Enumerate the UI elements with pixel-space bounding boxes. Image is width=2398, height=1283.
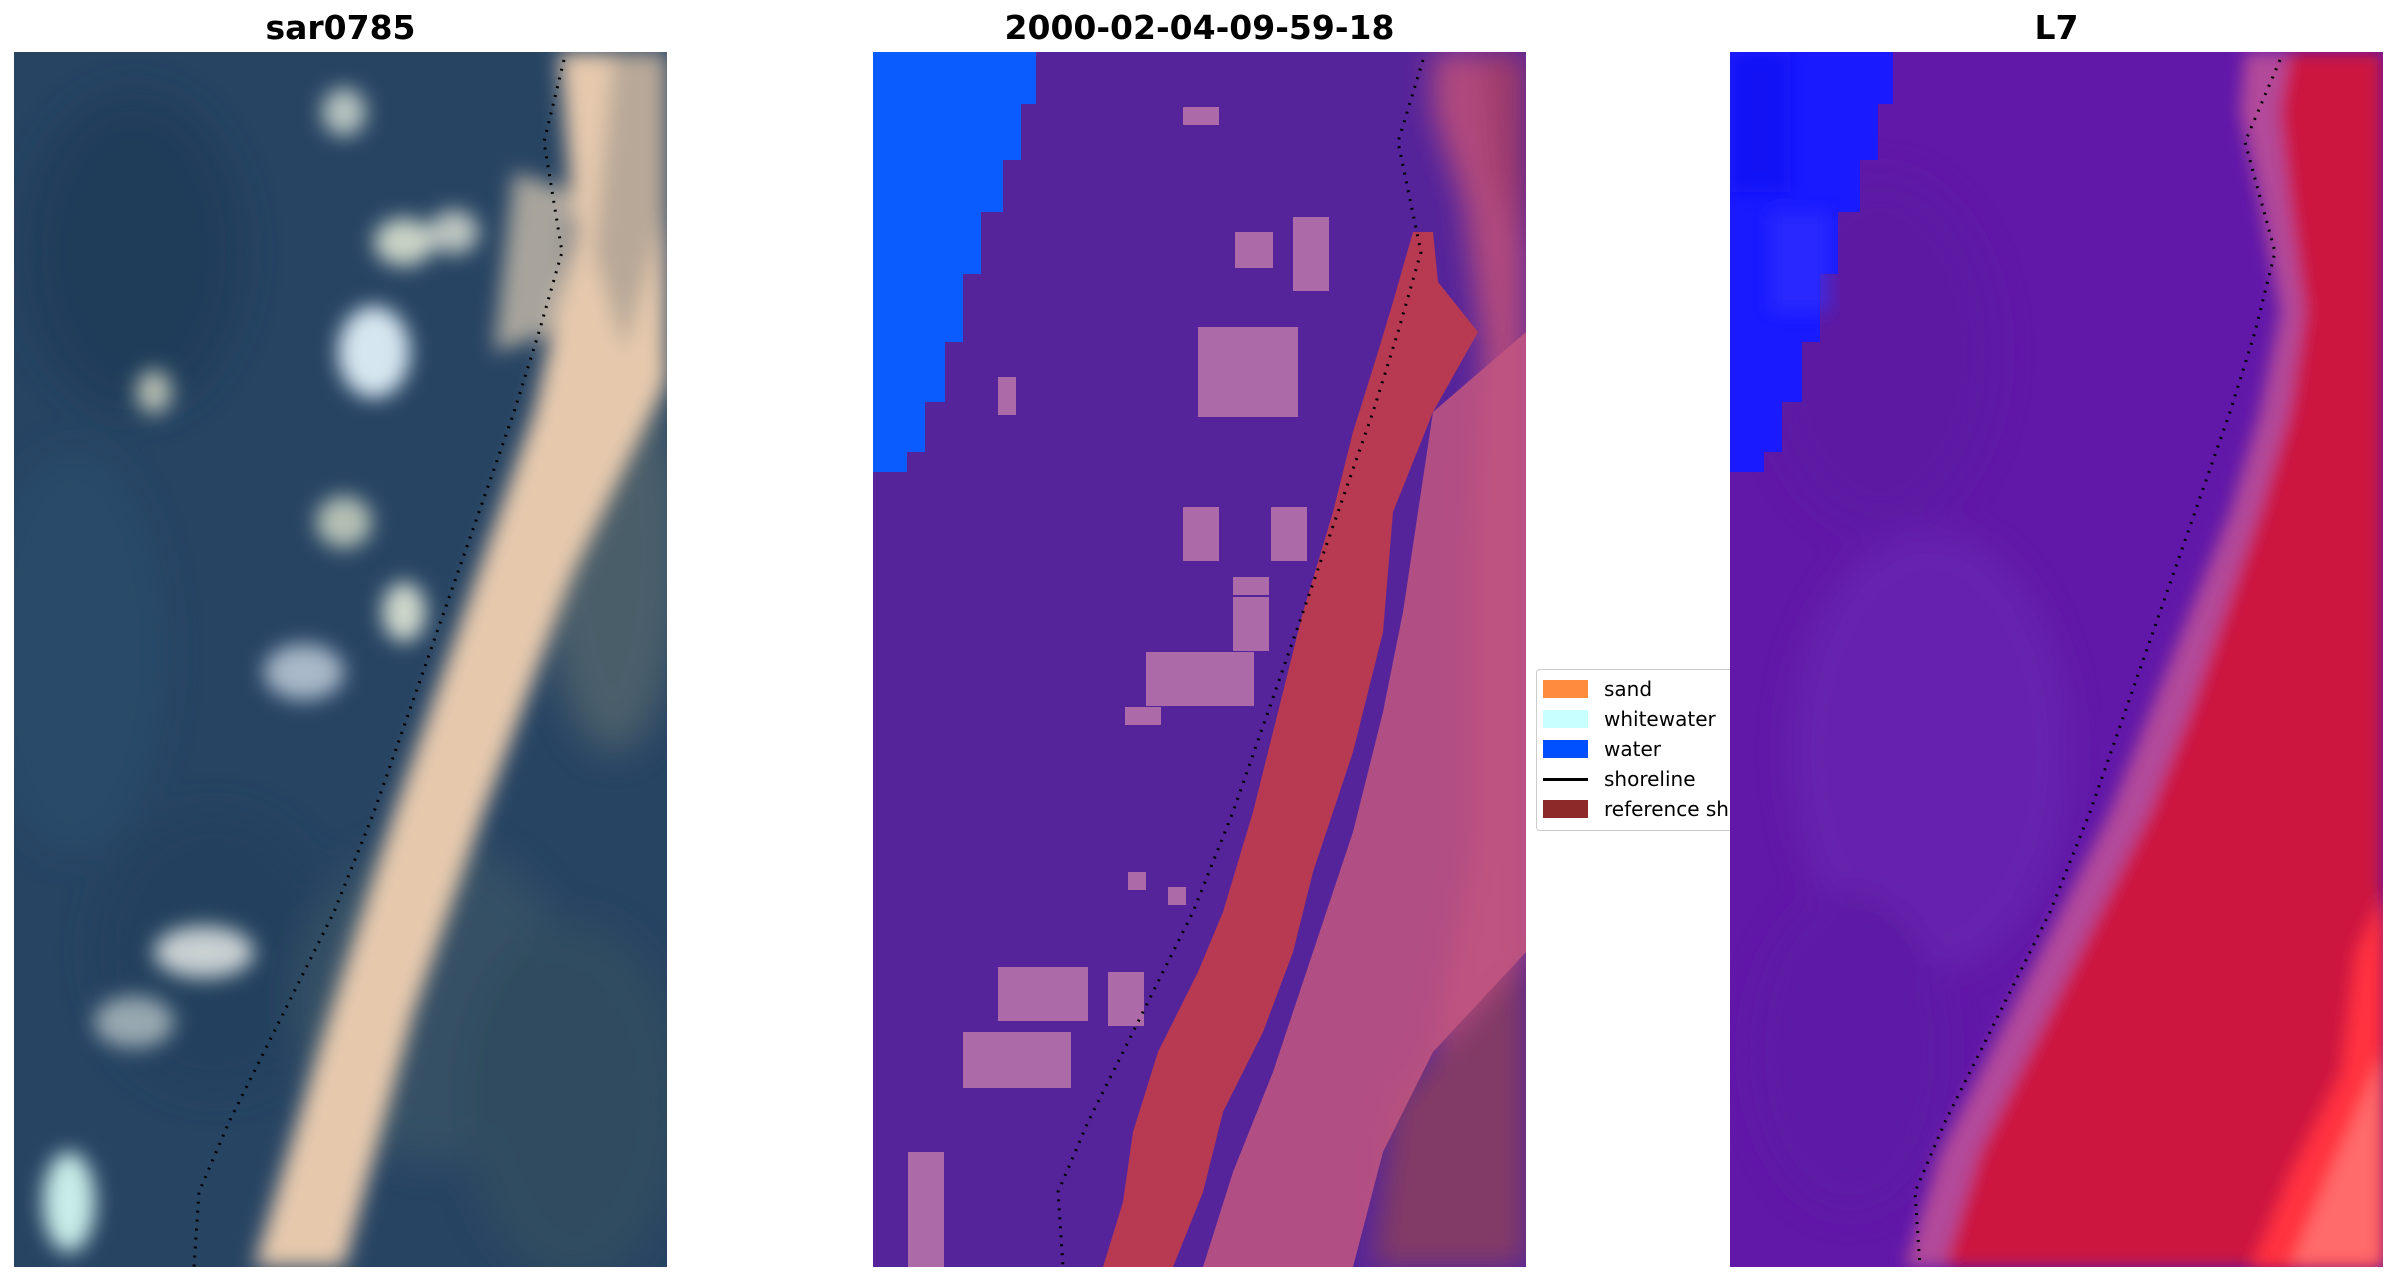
shoreline-swatch [1543,777,1588,781]
legend-label-reference-shoreline: reference shoreline [1604,797,1733,821]
whitewater-swatch [1543,710,1588,728]
legend-label-water: water [1604,737,1661,761]
legend-item-whitewater: whitewater [1543,706,1716,732]
legend-label-shoreline: shoreline [1604,767,1696,791]
water-swatch [1543,740,1588,758]
shoreline-line [1056,59,1425,1267]
panel-title-l7: L7 [2034,8,2079,47]
shoreline-line [192,59,566,1267]
classified-image-panel [873,52,1526,1267]
legend-item-shoreline: shoreline [1543,766,1696,792]
l7-image-panel [1730,52,2383,1267]
sand-swatch [1543,680,1588,698]
legend-label-whitewater: whitewater [1604,707,1716,731]
legend-item-reference-shoreline: reference shoreline [1543,796,1733,822]
l7-image [1730,52,2383,1267]
panel-title-classified: 2000-02-04-09-59-18 [1004,8,1395,47]
classified-image [873,52,1526,1267]
panel-title-rgb: sar0785 [265,8,416,47]
reference-shoreline-swatch [1543,800,1588,818]
rgb-image-panel [14,52,667,1267]
legend-item-sand: sand [1543,676,1652,702]
legend-label-sand: sand [1604,677,1653,701]
legend-item-water: water [1543,736,1661,762]
legend: sand whitewater water shoreline referenc… [1536,669,1734,831]
rgb-satellite-image [14,52,667,1267]
shoreline-line [1913,59,2282,1267]
